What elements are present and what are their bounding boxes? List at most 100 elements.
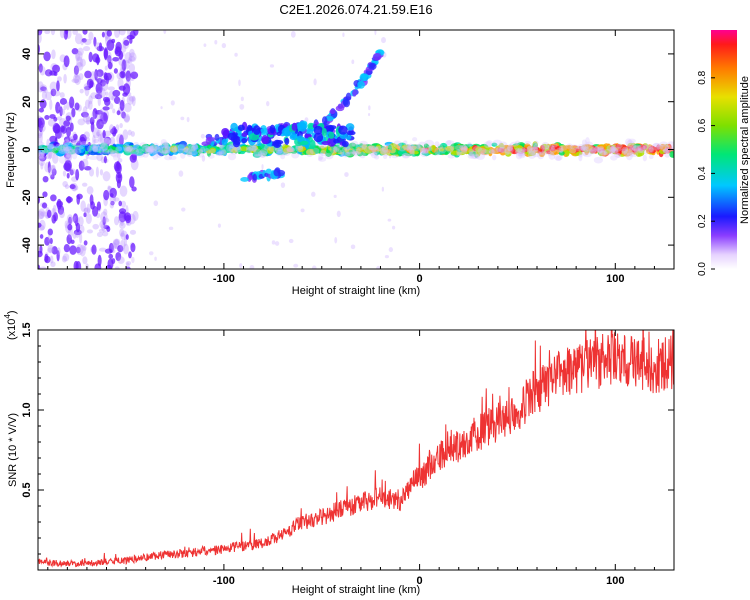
carrier-halo xyxy=(638,147,646,154)
carrier-halo xyxy=(647,147,655,153)
noise-speckle xyxy=(381,37,386,44)
noise-speckle xyxy=(163,30,167,35)
carrier-halo xyxy=(46,149,54,155)
carrier-halo xyxy=(351,149,356,155)
carrier-halo xyxy=(171,145,177,153)
carrier-halo xyxy=(309,147,320,155)
carrier-band xyxy=(149,150,156,157)
carrier-halo xyxy=(526,145,533,153)
carrier-halo xyxy=(352,151,360,157)
noise-speckle xyxy=(111,95,115,101)
noise-speckle xyxy=(117,158,123,163)
carrier-halo xyxy=(664,151,671,158)
colorbar: 0.0 0.2 0.4 0.6 0.8 Normalized spectral ampl… xyxy=(697,30,750,276)
carrier-halo xyxy=(183,147,189,153)
snr-frame xyxy=(37,329,675,571)
carrier-halo xyxy=(556,147,564,153)
noise-speckle xyxy=(39,266,47,269)
noise-speckle xyxy=(239,263,243,269)
turbulent-cluster xyxy=(291,122,298,131)
carrier-halo xyxy=(616,152,621,159)
branch-rising-trace xyxy=(370,63,375,69)
carrier-halo xyxy=(164,155,173,161)
colorbar-tick-label: 0.6 xyxy=(697,118,708,132)
carrier-band xyxy=(252,151,262,158)
carrier-halo xyxy=(518,152,526,159)
carrier-halo xyxy=(470,154,480,160)
noise-speckle xyxy=(170,100,175,106)
noise-speckle xyxy=(75,62,84,71)
noise-speckle xyxy=(149,251,154,256)
carrier-halo xyxy=(186,152,193,157)
turbulent-cluster xyxy=(313,132,324,143)
noise-speckle xyxy=(103,208,108,216)
carrier-halo xyxy=(305,149,314,157)
noise-speckle xyxy=(99,120,107,126)
carrier-halo xyxy=(282,151,291,156)
carrier-halo xyxy=(515,148,526,157)
noise-speckle xyxy=(119,134,124,147)
noise-speckle xyxy=(107,61,113,70)
noise-speckle xyxy=(47,244,54,253)
carrier-halo xyxy=(468,149,474,154)
carrier-halo xyxy=(416,144,421,150)
carrier-halo xyxy=(141,145,152,153)
carrier-halo xyxy=(352,151,361,156)
carrier-halo xyxy=(631,142,636,151)
noise-speckle xyxy=(271,240,276,245)
noise-speckle xyxy=(69,184,76,190)
noise-speckle xyxy=(113,96,121,105)
carrier-halo xyxy=(139,142,147,148)
noise-speckle xyxy=(38,63,43,73)
branch-rising-trace xyxy=(321,116,328,125)
noise-speckle xyxy=(80,111,89,118)
noise-speckle xyxy=(274,241,280,246)
carrier-halo xyxy=(333,145,341,151)
noise-speckle xyxy=(75,244,84,256)
noise-speckle xyxy=(107,54,112,64)
carrier-halo xyxy=(329,145,338,154)
carrier-halo xyxy=(652,143,662,148)
carrier-halo xyxy=(398,145,406,152)
noise-speckle xyxy=(118,211,127,223)
carrier-halo xyxy=(92,145,102,153)
noise-speckle xyxy=(118,200,123,207)
noise-speckle xyxy=(81,182,88,187)
noise-speckle xyxy=(79,58,86,67)
carrier-halo xyxy=(247,145,258,151)
carrier-band xyxy=(334,147,343,154)
noise-speckle xyxy=(96,131,100,137)
carrier-halo xyxy=(526,146,533,154)
noise-speckle xyxy=(74,185,79,191)
spectrogram-axes: -100 0 100 -40 -20 0 20 40 xyxy=(21,30,675,285)
noise-speckle xyxy=(119,228,125,237)
noise-speckle xyxy=(73,65,79,76)
noise-speckle xyxy=(88,51,93,63)
noise-speckle xyxy=(47,234,51,243)
carrier-halo xyxy=(498,141,508,149)
noise-speckle xyxy=(45,91,52,101)
carrier-halo xyxy=(375,145,385,152)
carrier-halo xyxy=(603,151,608,156)
noise-speckle xyxy=(113,197,120,202)
carrier-band xyxy=(114,148,120,153)
noise-speckle xyxy=(123,102,132,113)
carrier-halo xyxy=(515,151,523,160)
carrier-halo xyxy=(152,152,159,160)
carrier-halo xyxy=(324,152,334,160)
noise-speckle xyxy=(60,125,68,134)
carrier-halo xyxy=(92,147,99,153)
noise-speckle xyxy=(49,70,57,76)
colorbar-tick-label: 0.0 xyxy=(697,262,708,276)
noise-speckle xyxy=(153,200,159,207)
carrier-band xyxy=(614,149,622,155)
carrier-halo xyxy=(263,145,271,151)
noise-speckle xyxy=(121,44,127,53)
noise-speckle xyxy=(73,216,80,224)
carrier-band xyxy=(348,142,357,149)
noise-speckle xyxy=(50,194,57,202)
carrier-halo xyxy=(644,149,649,155)
noise-speckle xyxy=(64,184,70,189)
carrier-halo xyxy=(541,147,552,155)
carrier-band xyxy=(475,147,483,152)
